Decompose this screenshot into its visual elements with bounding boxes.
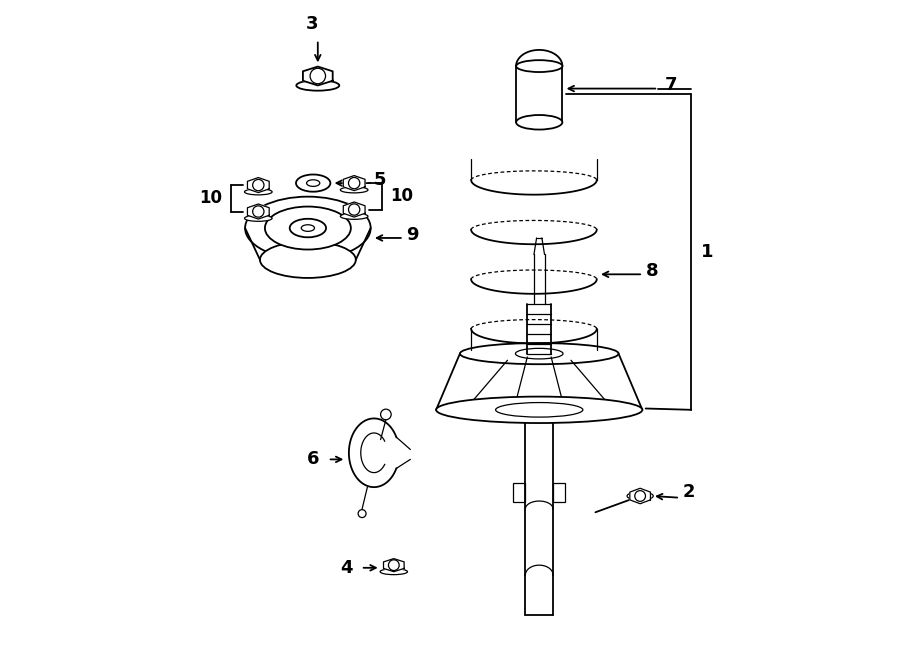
Ellipse shape bbox=[245, 215, 272, 221]
Ellipse shape bbox=[245, 197, 371, 259]
Circle shape bbox=[381, 409, 392, 420]
Text: 5: 5 bbox=[374, 171, 386, 189]
Text: 1: 1 bbox=[701, 243, 714, 261]
Bar bbox=[514, 483, 526, 502]
Bar bbox=[554, 483, 565, 502]
Polygon shape bbox=[303, 67, 333, 85]
Text: 6: 6 bbox=[307, 450, 320, 469]
Polygon shape bbox=[343, 176, 365, 190]
Ellipse shape bbox=[265, 206, 351, 249]
Ellipse shape bbox=[260, 241, 356, 278]
Polygon shape bbox=[248, 178, 269, 192]
Text: 10: 10 bbox=[200, 189, 222, 208]
Ellipse shape bbox=[296, 80, 339, 91]
Ellipse shape bbox=[627, 492, 653, 500]
Text: 8: 8 bbox=[646, 262, 659, 280]
Text: 2: 2 bbox=[683, 483, 695, 502]
Polygon shape bbox=[248, 204, 269, 219]
Ellipse shape bbox=[380, 568, 408, 574]
Text: 3: 3 bbox=[306, 15, 319, 33]
Ellipse shape bbox=[307, 180, 320, 186]
Ellipse shape bbox=[516, 115, 562, 130]
Ellipse shape bbox=[296, 175, 330, 192]
Ellipse shape bbox=[436, 397, 643, 423]
Ellipse shape bbox=[340, 214, 368, 219]
Polygon shape bbox=[630, 488, 651, 504]
Ellipse shape bbox=[245, 189, 272, 195]
Text: 9: 9 bbox=[406, 225, 419, 244]
Text: 7: 7 bbox=[665, 76, 678, 95]
Ellipse shape bbox=[290, 219, 326, 237]
Polygon shape bbox=[383, 559, 404, 572]
Text: 4: 4 bbox=[340, 559, 353, 577]
Polygon shape bbox=[343, 202, 365, 217]
Ellipse shape bbox=[340, 187, 368, 193]
Ellipse shape bbox=[516, 60, 562, 72]
Text: 10: 10 bbox=[390, 187, 413, 206]
